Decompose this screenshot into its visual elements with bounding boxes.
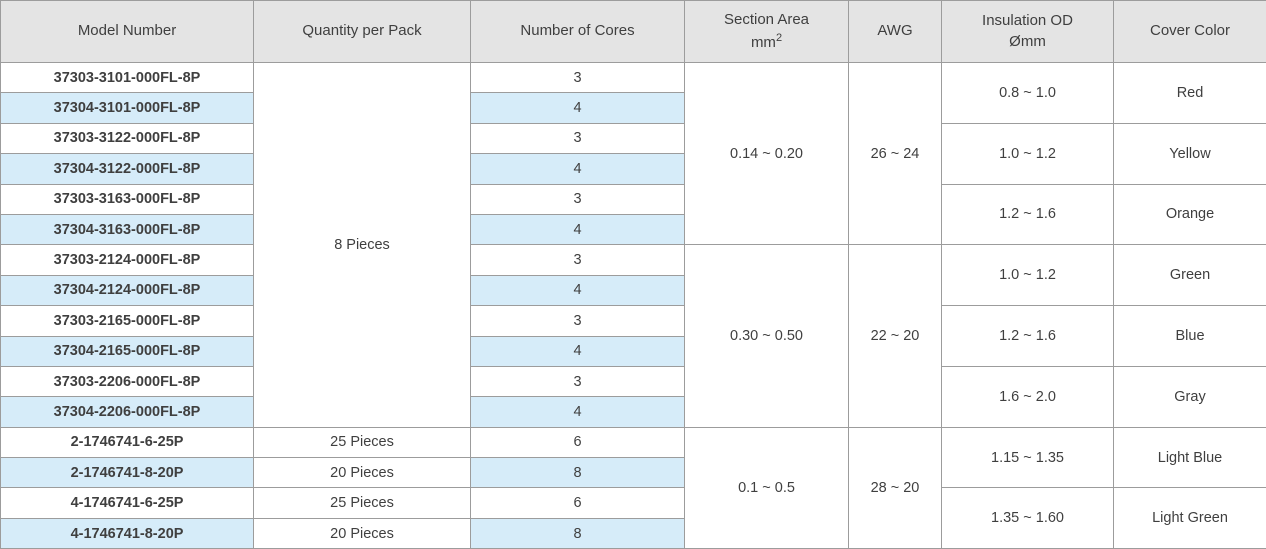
section-area-cell: 0.1 ~ 0.5	[685, 427, 849, 549]
section-area-unit-sup: 2	[776, 32, 782, 44]
insulation-od-cell: 1.2 ~ 1.6	[942, 184, 1114, 245]
cores-cell: 3	[471, 63, 685, 93]
cores-cell: 8	[471, 518, 685, 548]
table-header: Model Number Quantity per Pack Number of…	[1, 1, 1266, 63]
table-row: 37303-3101-000FL-8P 8 Pieces 3 0.14 ~ 0.…	[1, 63, 1266, 93]
col-header-model-number: Model Number	[1, 1, 254, 63]
model-number-cell: 37304-3122-000FL-8P	[1, 154, 254, 184]
quantity-cell: 25 Pieces	[254, 488, 471, 518]
quantity-cell: 20 Pieces	[254, 458, 471, 488]
insulation-od-cell: 0.8 ~ 1.0	[942, 63, 1114, 124]
col-header-section-area: Section Area mm2	[685, 1, 849, 63]
model-number-cell: 2-1746741-8-20P	[1, 458, 254, 488]
insulation-od-cell: 1.6 ~ 2.0	[942, 366, 1114, 427]
table-row: 37303-2124-000FL-8P 3 0.30 ~ 0.50 22 ~ 2…	[1, 245, 1266, 275]
table-row: 37303-2206-000FL-8P 3 1.6 ~ 2.0 Gray	[1, 366, 1266, 396]
cores-cell: 4	[471, 93, 685, 123]
cover-color-cell: Light Blue	[1114, 427, 1266, 488]
cover-color-cell: Orange	[1114, 184, 1266, 245]
insulation-od-cell: 1.15 ~ 1.35	[942, 427, 1114, 488]
section-area-cell: 0.14 ~ 0.20	[685, 63, 849, 245]
cores-cell: 4	[471, 397, 685, 427]
cover-color-cell: Light Green	[1114, 488, 1266, 549]
model-number-cell: 37304-3163-000FL-8P	[1, 214, 254, 244]
cores-cell: 6	[471, 488, 685, 518]
quantity-cell: 25 Pieces	[254, 427, 471, 457]
awg-cell: 26 ~ 24	[849, 63, 942, 245]
insulation-od-cell: 1.0 ~ 1.2	[942, 123, 1114, 184]
cores-cell: 3	[471, 306, 685, 336]
col-header-awg: AWG	[849, 1, 942, 63]
section-area-unit: mm	[751, 34, 776, 51]
cores-cell: 4	[471, 275, 685, 305]
model-number-cell: 37303-2124-000FL-8P	[1, 245, 254, 275]
insulation-od-unit: Ømm	[1009, 33, 1046, 50]
model-number-cell: 37303-3122-000FL-8P	[1, 123, 254, 153]
cover-color-cell: Yellow	[1114, 123, 1266, 184]
cores-cell: 4	[471, 214, 685, 244]
awg-cell: 28 ~ 20	[849, 427, 942, 549]
model-number-cell: 2-1746741-6-25P	[1, 427, 254, 457]
table-row: 37303-3122-000FL-8P 3 1.0 ~ 1.2 Yellow	[1, 123, 1266, 153]
quantity-cell: 8 Pieces	[254, 63, 471, 428]
model-number-cell: 37303-2206-000FL-8P	[1, 366, 254, 396]
cover-color-cell: Red	[1114, 63, 1266, 124]
model-number-cell: 37303-2165-000FL-8P	[1, 306, 254, 336]
model-number-cell: 37303-3163-000FL-8P	[1, 184, 254, 214]
col-header-cover-color: Cover Color	[1114, 1, 1266, 63]
cores-cell: 4	[471, 336, 685, 366]
model-number-cell: 37304-2206-000FL-8P	[1, 397, 254, 427]
table-row: 37303-3163-000FL-8P 3 1.2 ~ 1.6 Orange	[1, 184, 1266, 214]
cover-color-cell: Green	[1114, 245, 1266, 306]
cores-cell: 3	[471, 123, 685, 153]
section-area-label: Section Area	[724, 11, 809, 28]
col-header-quantity-per-pack: Quantity per Pack	[254, 1, 471, 63]
table-row: 4-1746741-6-25P 25 Pieces 6 1.35 ~ 1.60 …	[1, 488, 1266, 518]
col-header-insulation-od: Insulation OD Ømm	[942, 1, 1114, 63]
table-body: 37303-3101-000FL-8P 8 Pieces 3 0.14 ~ 0.…	[1, 63, 1266, 549]
section-area-cell: 0.30 ~ 0.50	[685, 245, 849, 427]
cores-cell: 6	[471, 427, 685, 457]
quantity-cell: 20 Pieces	[254, 518, 471, 548]
cores-cell: 3	[471, 245, 685, 275]
cores-cell: 4	[471, 154, 685, 184]
insulation-od-cell: 1.35 ~ 1.60	[942, 488, 1114, 549]
cores-cell: 3	[471, 366, 685, 396]
awg-cell: 22 ~ 20	[849, 245, 942, 427]
model-number-cell: 37304-2165-000FL-8P	[1, 336, 254, 366]
col-header-number-of-cores: Number of Cores	[471, 1, 685, 63]
insulation-od-cell: 1.0 ~ 1.2	[942, 245, 1114, 306]
model-number-cell: 4-1746741-8-20P	[1, 518, 254, 548]
insulation-od-label: Insulation OD	[982, 12, 1073, 29]
cover-color-cell: Gray	[1114, 366, 1266, 427]
model-number-cell: 4-1746741-6-25P	[1, 488, 254, 518]
insulation-od-cell: 1.2 ~ 1.6	[942, 306, 1114, 367]
table-row: 37303-2165-000FL-8P 3 1.2 ~ 1.6 Blue	[1, 306, 1266, 336]
cover-color-cell: Blue	[1114, 306, 1266, 367]
cores-cell: 3	[471, 184, 685, 214]
cores-cell: 8	[471, 458, 685, 488]
model-number-cell: 37303-3101-000FL-8P	[1, 63, 254, 93]
model-number-cell: 37304-3101-000FL-8P	[1, 93, 254, 123]
table-row: 2-1746741-6-25P 25 Pieces 6 0.1 ~ 0.5 28…	[1, 427, 1266, 457]
model-number-cell: 37304-2124-000FL-8P	[1, 275, 254, 305]
